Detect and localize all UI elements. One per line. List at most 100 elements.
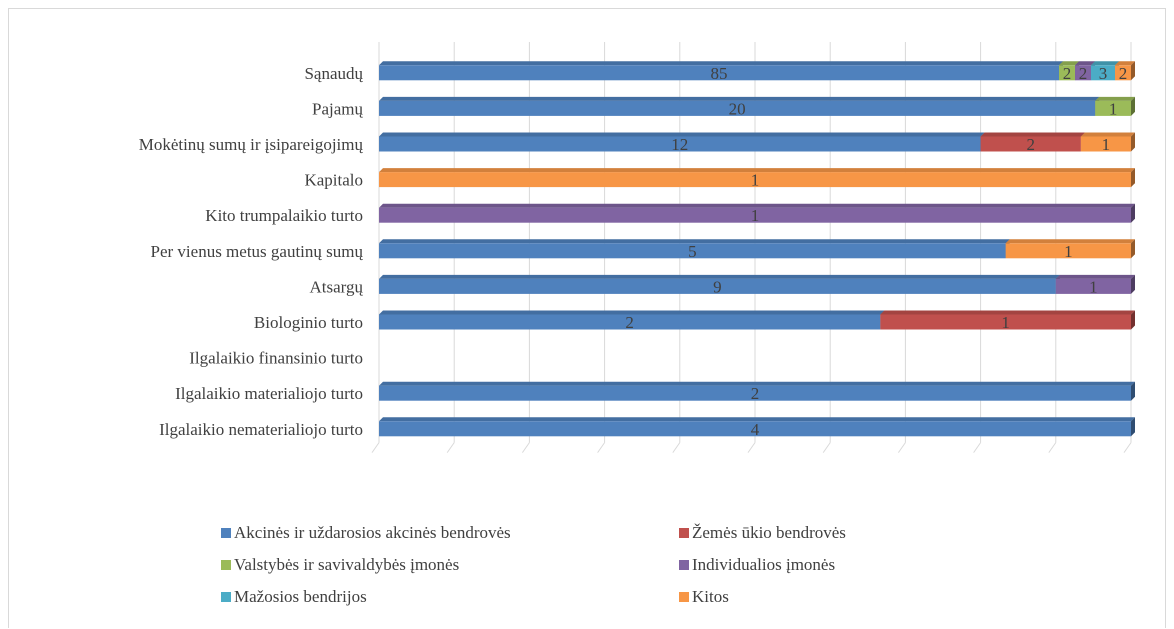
legend-item: Žemės ūkio bendrovės [679, 521, 846, 545]
bar-segment [379, 381, 1135, 401]
legend-item: Kitos [679, 585, 729, 609]
data-label: 85 [711, 64, 728, 83]
bar-top-face [379, 203, 1135, 208]
category-label: Biologinio turto [254, 313, 363, 332]
category-label: Per vienus metus gautinų sumų [151, 242, 364, 261]
bar [379, 172, 1131, 188]
bar [379, 314, 881, 330]
category-label: Pajamų [312, 99, 363, 118]
legend-label: Individualios įmonės [692, 555, 836, 574]
bar-side-face [1131, 132, 1135, 152]
bar-top-face [379, 417, 1135, 422]
bar [379, 385, 1131, 401]
bar-top-face [1005, 239, 1135, 244]
gridline-floor [822, 442, 831, 453]
gridline-floor [597, 442, 606, 453]
category-label: Ilgalaikio materialiojo turto [175, 384, 363, 403]
legend-item: Individualios įmonės [679, 553, 835, 577]
bar [1091, 65, 1115, 81]
bar [1005, 243, 1131, 259]
bar-top-face [379, 132, 985, 137]
bar [1115, 65, 1131, 81]
bar-segment [379, 96, 1100, 116]
data-label: 1 [1089, 277, 1098, 296]
data-label: 1 [1102, 135, 1111, 154]
bar-side-face [1131, 203, 1135, 223]
data-label: 3 [1099, 64, 1108, 83]
gridline-floor [1123, 442, 1132, 453]
bar [379, 207, 1131, 223]
legend-label: Valstybės ir savivaldybės įmonės [234, 555, 460, 574]
data-label: 1 [1001, 313, 1010, 332]
gridline-floor [747, 442, 756, 453]
bar-side-face [1131, 96, 1135, 116]
bar [980, 136, 1081, 152]
legend-swatch [679, 528, 689, 538]
legend-swatch [679, 560, 689, 570]
bar [880, 314, 1131, 330]
gridline-floor [1048, 442, 1057, 453]
bar-top-face [1115, 61, 1135, 66]
bar-top-face [379, 96, 1100, 101]
data-label: 1 [1064, 242, 1073, 261]
gridline-floor [672, 442, 681, 453]
category-label: Ilgalaikio nematerialiojo turto [159, 420, 363, 439]
bar-top-face [379, 61, 1063, 66]
legend-item: Mažosios bendrijos [221, 585, 367, 609]
data-label: 20 [729, 99, 746, 118]
bar-side-face [1131, 274, 1135, 294]
bar-segment [880, 310, 1135, 330]
data-label: 2 [1119, 64, 1128, 83]
bar-segment [379, 168, 1135, 188]
chart-area: Sąnaudų 85 2 2 3 2 Pajamų 20 1 Mokėtinų sumų ir į… [8, 8, 1166, 628]
legend-item: Valstybės ir savivaldybės įmonės [221, 553, 459, 577]
bar-top-face [1095, 96, 1135, 101]
bar-side-face [1131, 168, 1135, 188]
data-label: 4 [751, 420, 760, 439]
bar [1075, 65, 1091, 81]
legend-label: Mažosios bendrijos [234, 587, 367, 606]
data-label: 2 [751, 384, 760, 403]
bar-top-face [1091, 61, 1119, 66]
gridline-floor [897, 442, 906, 453]
data-label: 1 [751, 171, 760, 190]
bar-side-face [1131, 417, 1135, 437]
data-label: 9 [713, 277, 722, 296]
bar-top-face [379, 168, 1135, 173]
bar-segment [1080, 132, 1135, 152]
bar-top-face [379, 274, 1060, 279]
legend-swatch [679, 592, 689, 602]
legend-label: Akcinės ir uždarosios akcinės bendrovės [234, 523, 511, 542]
bar-side-face [1131, 381, 1135, 401]
gridline-floor [973, 442, 982, 453]
bar-segment [379, 310, 885, 330]
bar-top-face [980, 132, 1085, 137]
data-label: 2 [1079, 64, 1088, 83]
bar-top-face [379, 310, 885, 315]
category-label: Kapitalo [304, 171, 363, 190]
data-label: 2 [625, 313, 634, 332]
bar-top-face [379, 381, 1135, 386]
bar-segment [379, 203, 1135, 223]
bar-segment [1095, 96, 1135, 116]
data-label: 1 [1109, 99, 1118, 118]
bar-top-face [379, 239, 1010, 244]
bar-top-face [1075, 61, 1095, 66]
legend-swatch [221, 528, 231, 538]
bar [379, 243, 1006, 259]
data-label: 5 [688, 242, 697, 261]
bar [379, 100, 1096, 116]
gridline-floor [371, 442, 380, 453]
bar-side-face [1131, 310, 1135, 330]
bar [1080, 136, 1131, 152]
bar [379, 278, 1056, 294]
gridline-floor [521, 442, 530, 453]
category-label: Ilgalaikio finansinio turto [189, 349, 363, 368]
bar-segment [1055, 274, 1135, 294]
legend-item: Akcinės ir uždarosios akcinės bendrovės [221, 521, 511, 545]
category-label: Atsargų [309, 277, 363, 296]
data-label: 2 [1063, 64, 1072, 83]
data-label: 1 [751, 206, 760, 225]
bar-segment [379, 239, 1010, 259]
